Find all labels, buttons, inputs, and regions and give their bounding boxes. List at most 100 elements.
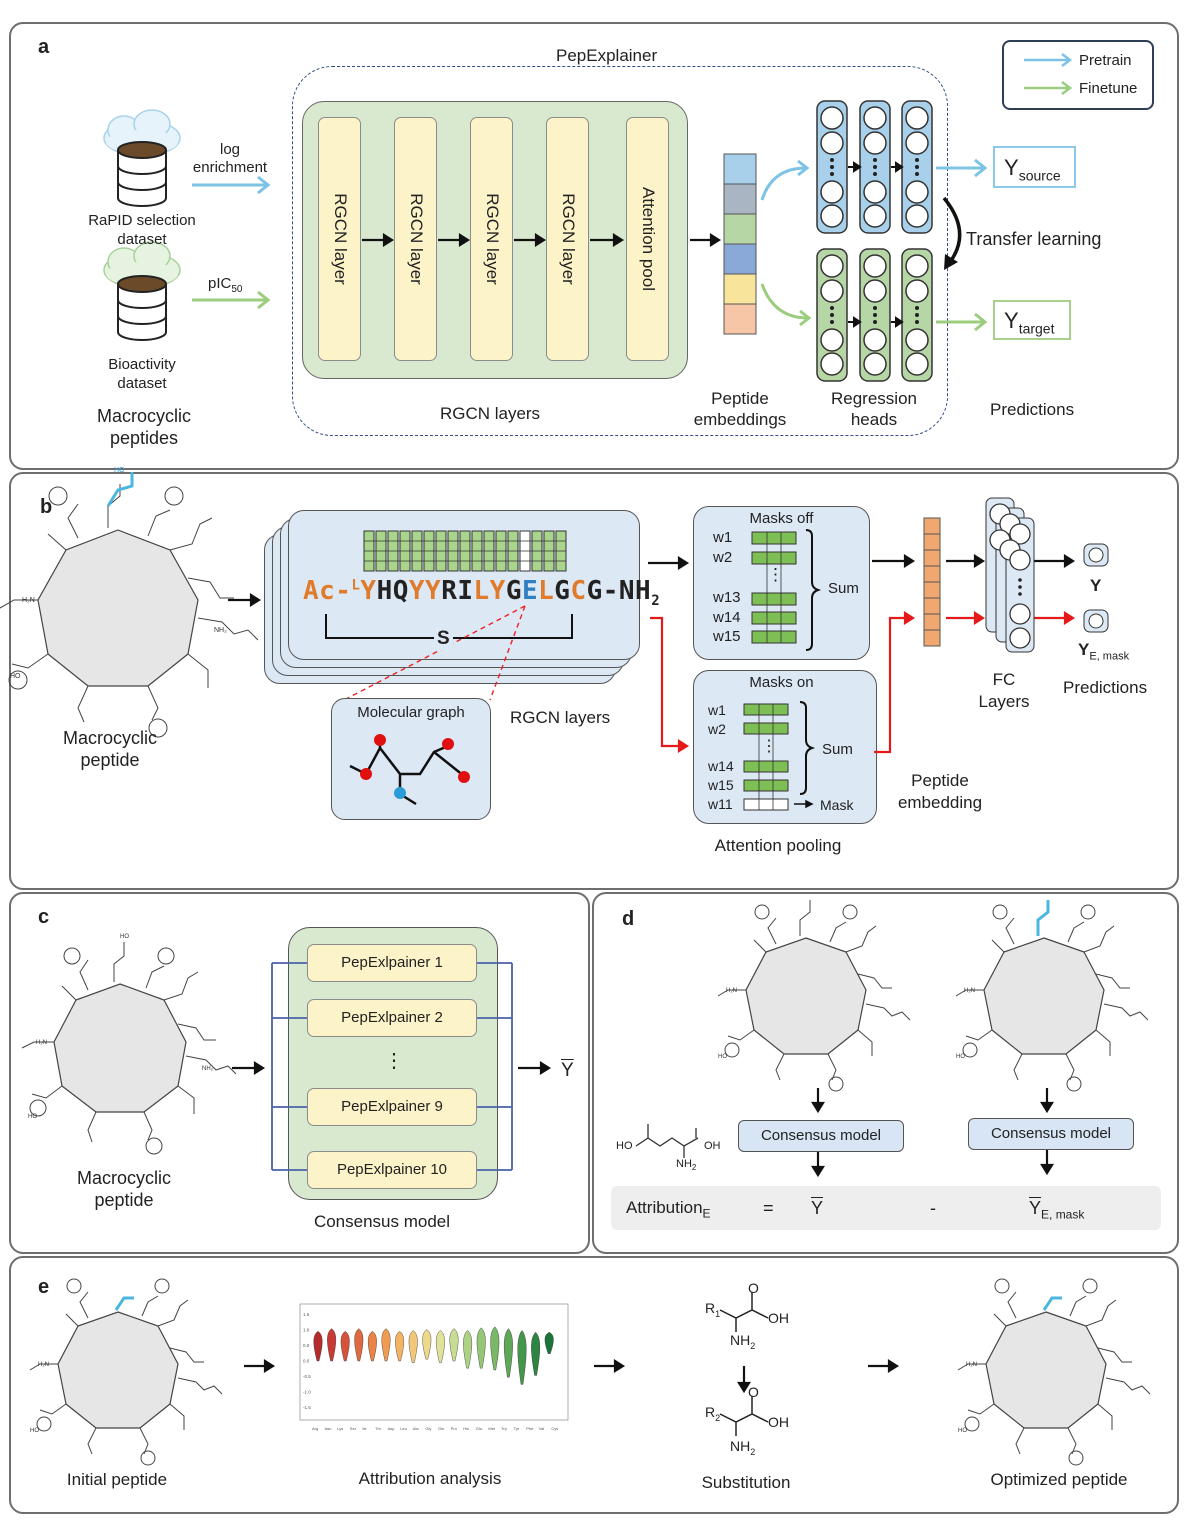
violin [476,1327,486,1369]
svg-text:H₂N: H₂N [38,1362,49,1368]
masks-on-box [693,670,877,824]
panel-e [9,1256,1179,1514]
x-tick-label: Gln [438,1426,444,1431]
bio-dataset-line2: dataset [117,375,167,392]
finetune-head [816,248,933,382]
sequence-residue: H [376,576,393,606]
glu-oh: OH [704,1140,721,1152]
x-tick-label: Pro [451,1426,458,1431]
peptide-sequence: Ac-LYHQYYRILYGELGCG-NH2 [303,576,660,609]
y-target-label: Ytarget [1004,308,1055,337]
database-icon [117,141,167,207]
svg-text:H₂N: H₂N [726,988,737,994]
pepexplainer-9: PepExlpainer 9 [307,1088,477,1126]
svg-text:NH₂: NH₂ [214,627,227,634]
violin [340,1331,350,1362]
sequence-residue: Y [425,576,442,606]
panel-e-label: e [38,1276,50,1298]
masks-off-w14: w14 [713,609,741,626]
models-dots: ⋮ [384,1050,404,1072]
x-tick-label: Asn [325,1426,332,1431]
sequence-residue: Y [360,576,377,606]
consensus-model-right: Consensus model [968,1118,1134,1150]
violin [408,1330,418,1363]
y-tick-label: 0.5 [303,1343,310,1348]
x-tick-label: Ser [350,1426,357,1431]
violin [503,1328,513,1378]
attribution-bar [611,1186,1161,1230]
x-tick-label: Thr [375,1426,382,1431]
violin [517,1330,527,1385]
sequence-residue: G [586,576,603,606]
predictions-label-a: Predictions [990,400,1075,419]
sequence-residue: -NH [602,576,652,606]
y-tick-label: 0.0 [303,1359,310,1364]
macrocyclic-peptides-line1: Macrocyclic [96,406,191,426]
output-y-mask: YE, mask [1078,640,1130,663]
peptide-embedding-stack [723,153,757,335]
optimized-peptide-label: Optimized peptide [990,1470,1128,1489]
fc-layers-line2: Layers [978,692,1030,711]
macrocyclic-peptides-line2: peptides [109,428,179,448]
equals-sign: = [763,1198,774,1218]
masks-on-mask: Mask [820,797,854,813]
masks-off-title: Masks off [749,510,814,527]
sequence-residue: E [521,576,539,606]
o-label-1: O [748,1280,759,1296]
attribution-analysis-label: Attribution analysis [358,1469,502,1488]
x-tick-label: Cys [551,1426,558,1431]
violin [354,1328,364,1362]
x-tick-label: His [463,1426,469,1431]
attention-pool: Attention pool [626,117,669,361]
rgcn-layers-caption: RGCN layers [439,404,541,423]
y-bar-d: Y [811,1198,824,1218]
sequence-residue: G [554,576,571,606]
log-enrichment-line1: log [219,141,241,158]
database-icon [117,275,167,341]
pepexplainer-10: PepExlpainer 10 [307,1151,477,1189]
svg-text:HO: HO [120,934,129,940]
svg-text:HO: HO [956,1054,965,1060]
pepexplainer-2: PepExlpainer 2 [307,999,477,1037]
molecular-graph-label: Molecular graph [357,704,465,721]
x-tick-label: Glu [476,1426,482,1431]
nh2-label-1: NH2 [730,1332,756,1351]
y-tick-label: -1.0 [303,1390,311,1395]
violin [544,1331,554,1354]
substitution-label: Substitution [701,1473,791,1492]
glu-nh2: NH2 [676,1158,697,1173]
violin [463,1330,473,1369]
legend-box [1002,40,1154,110]
masks-off-w1: w1 [713,529,733,546]
bio-dataset-line1: Bioactivity [108,356,176,373]
peptide-embedding-line2: embedding [897,793,983,812]
x-tick-label: Trp [501,1426,508,1431]
violin [490,1326,500,1371]
svg-text:NH₂: NH₂ [202,1066,214,1072]
svg-text:H₂N: H₂N [964,988,975,994]
pepexplainer-1: PepExlpainer 1 [307,944,477,982]
x-tick-label: Asp [388,1426,396,1431]
regression-heads-line1: Regression [831,389,917,408]
nh2-label-2: NH2 [730,1438,756,1457]
sequence-residue: L [473,576,490,606]
violin [531,1331,541,1376]
sequence-residue: I [457,576,474,606]
masks-off-sum: Sum [828,580,859,597]
legend-finetune: Finetune [1079,80,1138,97]
masks-on-sum: Sum [822,741,853,758]
x-tick-label: Gly [425,1426,431,1431]
y-source-box [993,146,1076,188]
svg-text:HO: HO [30,1428,39,1434]
consensus-model-left: Consensus model [738,1120,904,1152]
masks-off-dots: ⋮ [767,565,784,584]
sequence-residue: Ac- [303,576,352,606]
rgcn-layers-caption-b: RGCN layers [510,708,611,727]
oh-label-2: OH [768,1414,789,1430]
